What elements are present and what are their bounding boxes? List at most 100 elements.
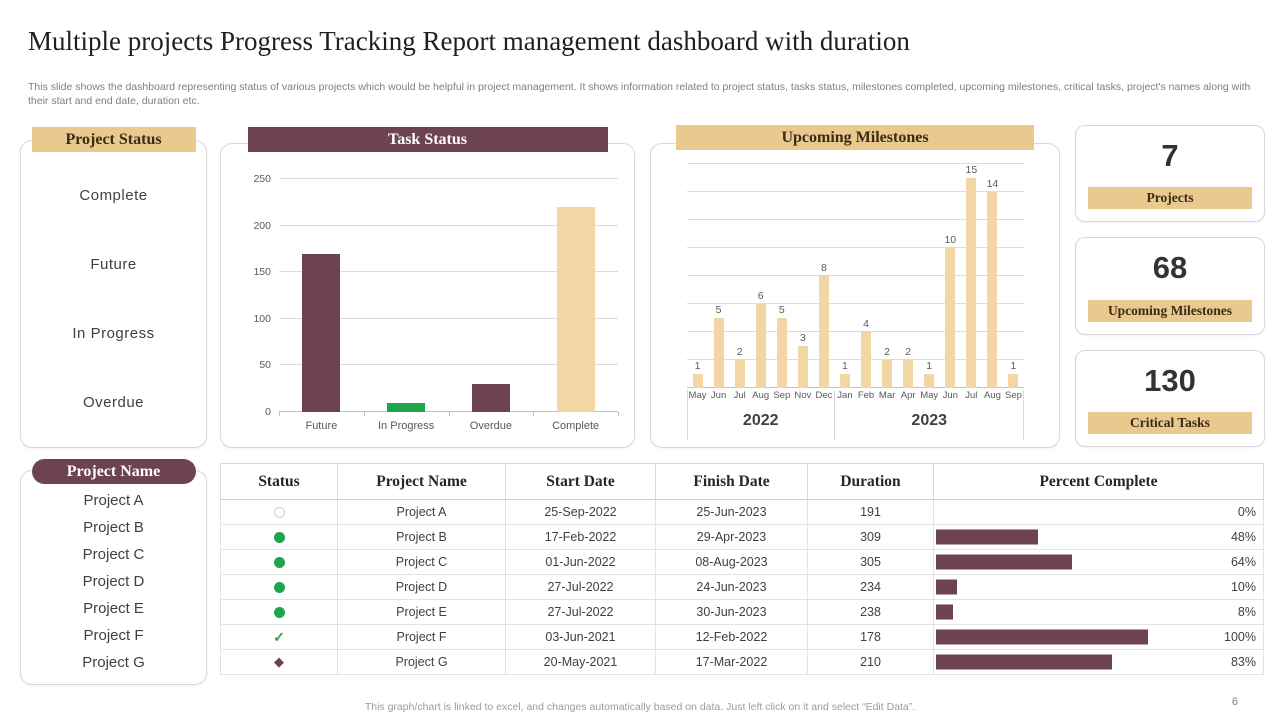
status-cell: [220, 574, 338, 600]
milestone-value-label: 10: [944, 234, 957, 246]
table-row[interactable]: Project C 01-Jun-2022 08-Aug-2023 305 64%: [220, 549, 1264, 575]
projects-table[interactable]: Status Project Name Start Date Finish Date D…: [220, 463, 1264, 675]
y-tick-label: 50: [259, 359, 271, 372]
table-row[interactable]: Project B 17-Feb-2022 29-Apr-2023 309 48%: [220, 524, 1264, 550]
project-name-panel: Project Name Project A Project B Project C…: [20, 459, 207, 685]
milestone-bar: [987, 192, 998, 388]
year-label: 2022: [742, 412, 779, 429]
milestone-bar: [818, 276, 829, 388]
project-name-cell: Project B: [337, 524, 506, 550]
project-name-list: Project A Project B Project C Project D Proj…: [21, 487, 206, 676]
milestone-bar: [903, 360, 914, 388]
projects-count: 7: [1161, 138, 1179, 173]
task-status-chart-title: Task Status: [247, 127, 608, 152]
year-separator: [834, 390, 836, 440]
month-label: Jan: [837, 390, 853, 401]
month-label: Sep: [773, 390, 791, 401]
table-column-header: Finish Date: [655, 463, 808, 500]
status-dot-icon: [273, 557, 285, 569]
gridline: [279, 224, 618, 226]
task-status-panel: Task Status 0 50 100 150 200 250 Future In Pro…: [220, 127, 635, 448]
milestone-value-label: 1: [842, 360, 848, 372]
project-status-item: In Progress: [72, 325, 155, 342]
percent-label: 48%: [1230, 530, 1256, 544]
percent-complete-cell: 8%: [933, 599, 1264, 625]
kpi-card-critical-tasks: 130 Critical Tasks: [1075, 350, 1265, 447]
percent-label: 100%: [1224, 630, 1256, 644]
milestones-year-axis: 2022 2023: [687, 390, 1024, 440]
percent-label: 10%: [1230, 580, 1256, 594]
upcoming-milestones-chart-title: Upcoming Milestones: [676, 125, 1034, 150]
percent-bar: [936, 554, 1072, 570]
milestone-bar: [945, 248, 956, 388]
year-label: 2023: [911, 412, 948, 429]
x-axis-tick: [533, 412, 535, 416]
finish-date-cell: 29-Apr-2023: [655, 524, 808, 550]
status-cell: ◆: [220, 649, 338, 675]
project-name-cell: Project E: [337, 599, 506, 625]
start-date-cell: 25-Sep-2022: [505, 499, 656, 525]
table-row[interactable]: Project D 27-Jul-2022 24-Jun-2023 234 10%: [220, 574, 1264, 600]
gridline: [687, 303, 1024, 304]
percent-bar: [936, 529, 1038, 545]
start-date-cell: 27-Jul-2022: [505, 599, 656, 625]
project-name-item: Project G: [82, 654, 145, 671]
y-tick-label: 250: [253, 173, 271, 185]
project-status-item: Future: [90, 256, 137, 273]
critical-tasks-count: 130: [1144, 363, 1196, 398]
start-date-cell: 17-Feb-2022: [505, 524, 656, 550]
finish-date-cell: 08-Aug-2023: [655, 549, 808, 575]
gridline: [687, 247, 1024, 248]
month-label: Feb: [857, 390, 875, 401]
month-label: May: [688, 390, 707, 401]
x-axis-line: [687, 387, 1024, 388]
footer-note: This graph/chart is linked to excel, and…: [364, 701, 916, 713]
percent-bar: [936, 654, 1113, 670]
upcoming-milestones-chart[interactable]: 1 5 2 6 5 3 8 1 4 2 2 1 10 15 14 1: [687, 163, 1024, 388]
milestone-bar: [1008, 374, 1019, 388]
project-name-cell: Project A: [337, 499, 506, 525]
critical-tasks-label: Critical Tasks: [1088, 412, 1252, 434]
milestone-value-label: 2: [736, 346, 743, 358]
month-label: Apr: [900, 390, 916, 401]
status-cell: [220, 549, 338, 575]
percent-label: 0%: [1237, 505, 1256, 519]
task-bar: [556, 206, 595, 412]
month-label: May: [920, 390, 939, 401]
project-name-item: Project D: [82, 573, 145, 590]
percent-bar: [936, 629, 1149, 645]
milestone-bar: [924, 374, 935, 388]
task-bar: [387, 402, 426, 412]
table-row[interactable]: ✓ Project F 03-Jun-2021 12-Feb-2022 178 100%: [220, 624, 1264, 650]
table-column-header: Start Date: [505, 463, 656, 500]
milestone-value-label: 5: [778, 304, 785, 316]
table-row[interactable]: Project E 27-Jul-2022 30-Jun-2023 238 8%: [220, 599, 1264, 625]
milestone-value-label: 6: [757, 290, 764, 302]
upcoming-milestones-count: 68: [1152, 250, 1188, 285]
page-number: 6: [1231, 696, 1238, 708]
project-status-panel: Project Status Complete Future In Progress…: [20, 127, 207, 448]
duration-cell: 234: [807, 574, 934, 600]
duration-cell: 238: [807, 599, 934, 625]
status-dot-icon: [273, 607, 285, 619]
project-status-header: Project Status: [31, 127, 196, 152]
table-column-header: Status: [220, 463, 338, 500]
gridline: [687, 331, 1024, 332]
project-status-item: Overdue: [82, 394, 145, 411]
table-column-header: Project Name: [337, 463, 506, 500]
task-bar: [471, 384, 510, 412]
milestones-month-axis: May Jun Jul Aug Sep Nov Dec Jan Feb Mar Apr May Jun J…: [687, 390, 1024, 408]
status-cell: [220, 599, 338, 625]
year-separator: [1023, 390, 1024, 440]
task-status-chart[interactable]: 0 50 100 150 200 250: [253, 173, 619, 418]
table-row[interactable]: ◆ Project G 20-May-2021 17-Mar-2022 210 83%: [220, 649, 1264, 675]
milestone-bar: [713, 318, 724, 388]
gridline: [279, 317, 618, 319]
percent-bar: [936, 579, 958, 595]
x-category-label: Future: [305, 420, 338, 432]
y-tick-label: 0: [265, 406, 271, 418]
table-row[interactable]: Project A 25-Sep-2022 25-Jun-2023 191 0%: [220, 499, 1264, 525]
finish-date-cell: 12-Feb-2022: [655, 624, 808, 650]
project-name-cell: Project G: [337, 649, 506, 675]
month-label: Nov: [794, 390, 812, 401]
